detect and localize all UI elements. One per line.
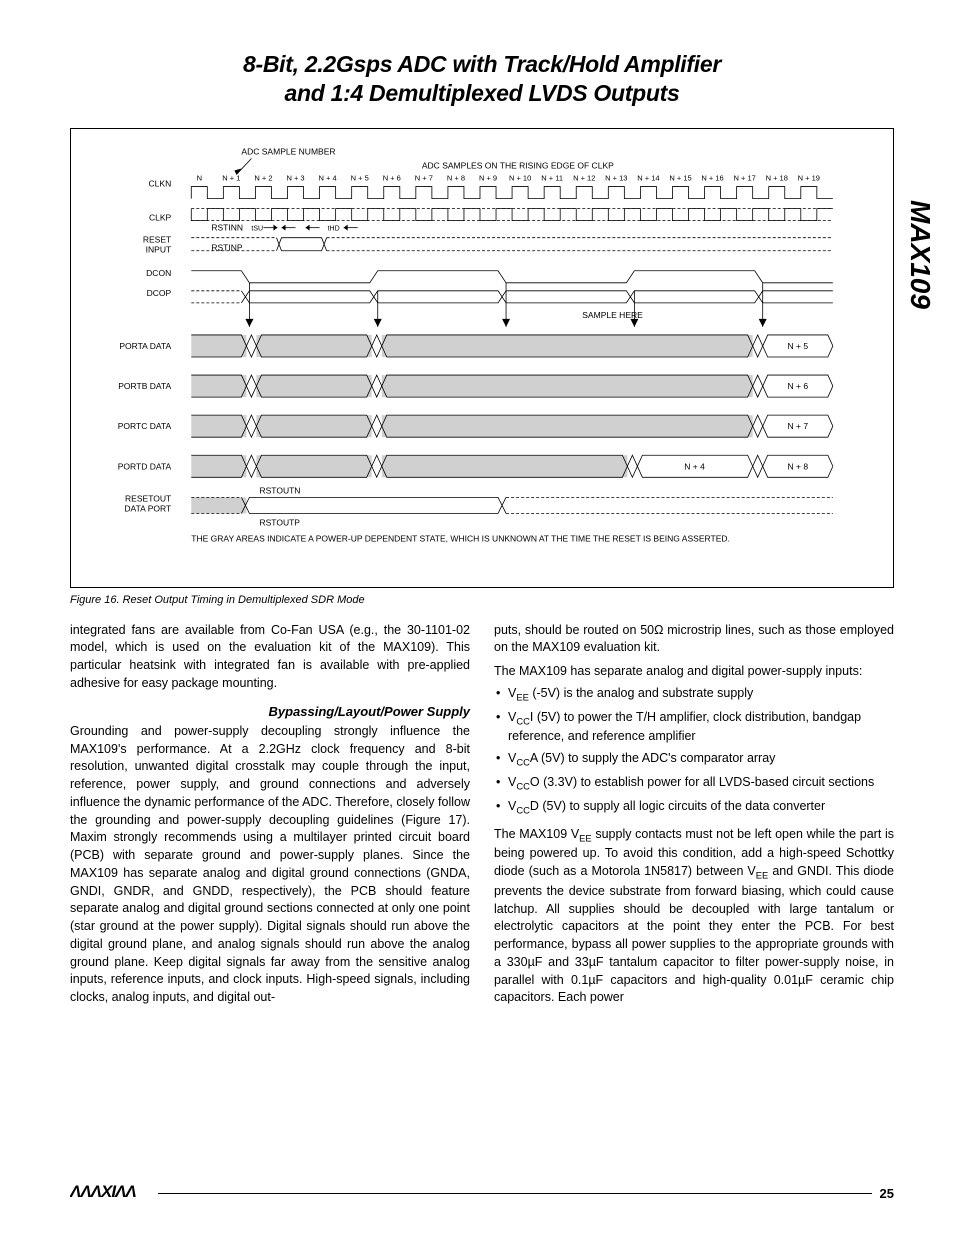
list-item: VEE (-5V) is the analog and substrate su… (508, 685, 894, 705)
maxim-logo: ΛΛΛXIΛΛ (70, 1182, 150, 1205)
svg-text:N + 19: N + 19 (798, 173, 820, 182)
svg-text:PORTD DATA: PORTD DATA (118, 461, 172, 471)
svg-text:N + 5: N + 5 (351, 173, 369, 182)
timing-svg: ADC SAMPLE NUMBER ADC SAMPLES ON THE RIS… (81, 139, 883, 577)
svg-text:ADC SAMPLE NUMBER: ADC SAMPLE NUMBER (241, 146, 335, 156)
timing-figure: ADC SAMPLE NUMBER ADC SAMPLES ON THE RIS… (70, 128, 894, 588)
page-number: 25 (880, 1186, 894, 1201)
svg-text:N + 5: N + 5 (787, 340, 808, 350)
svg-text:INPUT: INPUT (146, 244, 172, 254)
body-columns: integrated fans are available from Co-Fa… (70, 622, 894, 1008)
svg-text:THE GRAY AREAS INDICATE A POWE: THE GRAY AREAS INDICATE A POWER-UP DEPEN… (191, 533, 730, 543)
page-footer: ΛΛΛXIΛΛ 25 (70, 1182, 894, 1205)
svg-text:N + 16: N + 16 (701, 173, 723, 182)
paragraph: The MAX109 has separate analog and digit… (494, 663, 894, 681)
paragraph: puts, should be routed on 50Ω microstrip… (494, 622, 894, 658)
svg-text:N + 10: N + 10 (509, 173, 531, 182)
list-item: VCCO (3.3V) to establish power for all L… (508, 774, 894, 794)
svg-text:N + 4: N + 4 (319, 173, 337, 182)
footer-rule (158, 1193, 872, 1194)
svg-text:N + 6: N + 6 (383, 173, 401, 182)
paragraph: integrated fans are available from Co-Fa… (70, 622, 470, 693)
svg-text:N + 13: N + 13 (605, 173, 627, 182)
section-heading: Bypassing/Layout/Power Supply (70, 703, 470, 721)
svg-text:N + 7: N + 7 (415, 173, 433, 182)
part-number-side: MAX109 (904, 200, 936, 309)
column-left: integrated fans are available from Co-Fa… (70, 622, 470, 1008)
svg-text:tHD: tHD (328, 225, 340, 232)
svg-text:RSTINP: RSTINP (211, 242, 243, 252)
svg-text:N + 15: N + 15 (669, 173, 691, 182)
svg-text:N + 18: N + 18 (766, 173, 788, 182)
svg-text:ADC SAMPLES ON THE RISING EDGE: ADC SAMPLES ON THE RISING EDGE OF CLKP (422, 160, 614, 170)
svg-text:DATA PORT: DATA PORT (124, 503, 171, 513)
paragraph: Grounding and power-supply decoupling st… (70, 723, 470, 1007)
svg-text:N: N (197, 173, 202, 182)
svg-text:CLKN: CLKN (149, 178, 172, 188)
svg-text:ΛΛΛXIΛΛ: ΛΛΛXIΛΛ (70, 1182, 136, 1200)
svg-text:N + 4: N + 4 (684, 461, 705, 471)
svg-text:PORTB DATA: PORTB DATA (118, 381, 171, 391)
svg-text:N + 17: N + 17 (733, 173, 755, 182)
list-item: VCCA (5V) to supply the ADC's comparator… (508, 750, 894, 770)
svg-text:N + 9: N + 9 (479, 173, 497, 182)
svg-text:N + 11: N + 11 (541, 173, 563, 182)
svg-text:RESETOUT: RESETOUT (125, 493, 171, 503)
svg-text:CLKP: CLKP (149, 212, 172, 222)
svg-text:DCOP: DCOP (147, 287, 172, 297)
svg-text:RSTOUTN: RSTOUTN (259, 485, 300, 495)
svg-text:N + 8: N + 8 (447, 173, 465, 182)
svg-text:N + 8: N + 8 (787, 461, 808, 471)
svg-text:RSTINN: RSTINN (211, 222, 243, 232)
svg-text:DCON: DCON (146, 267, 171, 277)
paragraph: The MAX109 VEE supply contacts must not … (494, 826, 894, 1008)
svg-text:RSTOUTP: RSTOUTP (259, 517, 300, 527)
svg-text:RESET: RESET (143, 234, 171, 244)
svg-text:N + 7: N + 7 (787, 421, 808, 431)
figure-caption: Figure 16. Reset Output Timing in Demult… (70, 594, 894, 606)
column-right: puts, should be routed on 50Ω microstrip… (494, 622, 894, 1008)
page-title: 8-Bit, 2.2Gsps ADC with Track/Hold Ampli… (70, 50, 894, 108)
svg-text:PORTC DATA: PORTC DATA (118, 421, 172, 431)
svg-text:N + 2: N + 2 (254, 173, 272, 182)
supply-list: VEE (-5V) is the analog and substrate su… (494, 685, 894, 818)
svg-text:N + 1: N + 1 (222, 173, 240, 182)
svg-text:N + 3: N + 3 (286, 173, 304, 182)
svg-text:PORTA DATA: PORTA DATA (119, 340, 171, 350)
list-item: VCCD (5V) to supply all logic circuits o… (508, 798, 894, 818)
svg-text:N + 14: N + 14 (637, 173, 659, 182)
svg-text:tSU: tSU (251, 225, 263, 232)
list-item: VCCI (5V) to power the T/H amplifier, cl… (508, 709, 894, 747)
svg-text:N + 12: N + 12 (573, 173, 595, 182)
svg-text:N + 6: N + 6 (787, 381, 808, 391)
